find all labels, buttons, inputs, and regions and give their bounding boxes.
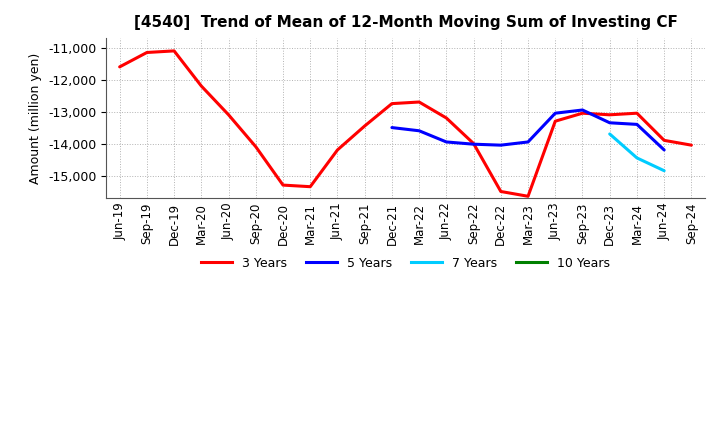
3 Years (578, 110, 587, 116)
5 Years (660, 147, 668, 153)
3 Years (415, 99, 423, 105)
3 Years (442, 115, 451, 121)
3 Years (197, 84, 206, 89)
3 Years (469, 141, 478, 146)
3 Years (660, 138, 668, 143)
3 Years (497, 189, 505, 194)
5 Years (469, 142, 478, 147)
5 Years (578, 107, 587, 113)
7 Years (633, 155, 642, 161)
5 Years (606, 120, 614, 125)
3 Years (279, 183, 287, 188)
3 Years (306, 184, 315, 189)
3 Years (333, 147, 342, 153)
7 Years (606, 131, 614, 136)
5 Years (387, 125, 396, 130)
5 Years (415, 128, 423, 133)
3 Years (551, 118, 559, 124)
5 Years (497, 143, 505, 148)
3 Years (633, 110, 642, 116)
5 Years (442, 139, 451, 145)
3 Years (143, 50, 151, 55)
Line: 7 Years: 7 Years (610, 134, 664, 171)
3 Years (251, 144, 260, 150)
7 Years (660, 168, 668, 173)
3 Years (606, 112, 614, 117)
3 Years (115, 64, 124, 70)
5 Years (633, 122, 642, 127)
3 Years (687, 143, 696, 148)
5 Years (551, 110, 559, 116)
Title: [4540]  Trend of Mean of 12-Month Moving Sum of Investing CF: [4540] Trend of Mean of 12-Month Moving … (134, 15, 678, 30)
3 Years (170, 48, 179, 54)
3 Years (387, 101, 396, 106)
Line: 5 Years: 5 Years (392, 110, 664, 150)
Legend: 3 Years, 5 Years, 7 Years, 10 Years: 3 Years, 5 Years, 7 Years, 10 Years (196, 252, 616, 275)
5 Years (523, 139, 532, 145)
Line: 3 Years: 3 Years (120, 51, 691, 196)
3 Years (224, 112, 233, 117)
Y-axis label: Amount (million yen): Amount (million yen) (30, 52, 42, 183)
3 Years (523, 194, 532, 199)
3 Years (361, 123, 369, 128)
